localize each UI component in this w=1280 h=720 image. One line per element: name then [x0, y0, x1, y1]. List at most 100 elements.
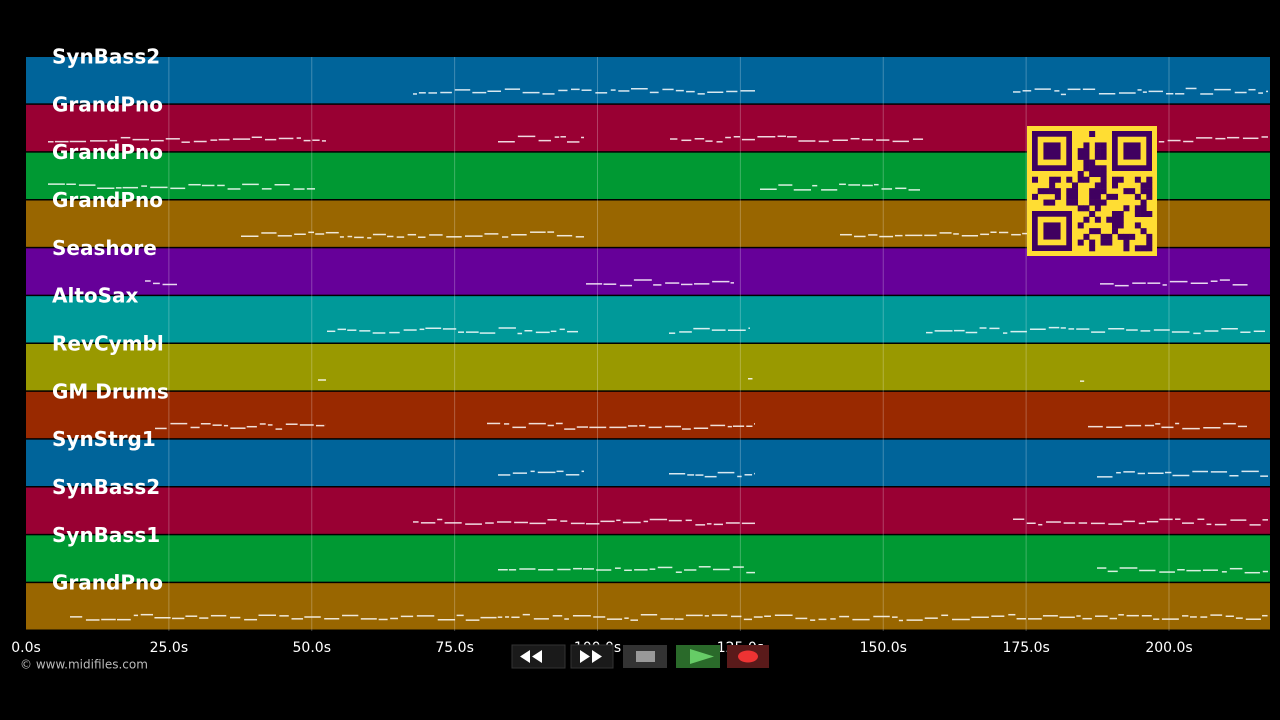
qr-module — [1077, 176, 1084, 183]
qr-module — [1089, 211, 1096, 218]
record-button[interactable] — [727, 645, 769, 668]
qr-module — [1049, 176, 1056, 183]
qr-module — [1100, 188, 1107, 195]
qr-module — [1100, 171, 1107, 178]
track-name: GM Drums — [52, 379, 169, 403]
qr-module — [1100, 233, 1107, 240]
qr-module — [1054, 188, 1061, 195]
qr-module — [1049, 182, 1056, 189]
track-name: SynBass2 — [52, 45, 160, 69]
qr-module — [1123, 245, 1130, 252]
time-tick-label: 75.0s — [435, 640, 473, 656]
qr-module — [1106, 193, 1113, 200]
qr-module — [1112, 211, 1119, 218]
qr-module — [1043, 188, 1050, 195]
forward-button[interactable] — [570, 644, 614, 669]
track-name: GrandPno — [52, 571, 163, 595]
grid — [168, 57, 1170, 631]
qr-module — [1083, 165, 1090, 172]
time-tick-label: 150.0s — [860, 640, 907, 656]
qr-module — [1106, 233, 1113, 240]
time-tick-label: 50.0s — [293, 640, 331, 656]
qr-module — [1049, 188, 1056, 195]
qr-module — [1112, 193, 1119, 200]
qr-module — [1054, 176, 1061, 183]
qr-module — [1112, 176, 1119, 183]
time-tick-label: 200.0s — [1145, 640, 1192, 656]
qr-module — [1072, 199, 1079, 206]
rewind-button[interactable] — [511, 644, 566, 669]
play-button[interactable] — [676, 645, 720, 668]
qr-module — [1094, 171, 1101, 178]
qr-module — [1134, 193, 1141, 200]
track-band — [26, 296, 1270, 343]
track-name: SynBass1 — [52, 523, 160, 547]
qr-module — [1089, 193, 1096, 200]
qr-module — [1146, 193, 1153, 200]
qr-module — [1066, 193, 1073, 200]
track-band — [26, 439, 1270, 486]
qr-module — [1100, 148, 1107, 155]
qr-module — [1089, 199, 1096, 206]
track-band — [26, 535, 1270, 582]
qr-module — [1083, 142, 1090, 149]
qr-module — [1123, 239, 1130, 246]
qr-module — [1100, 199, 1107, 206]
track-band — [26, 344, 1270, 391]
qr-module — [1112, 228, 1119, 235]
track-name: GrandPno — [52, 92, 163, 116]
qr-module — [1072, 188, 1079, 195]
qr-module — [1100, 176, 1107, 183]
qr-module — [1049, 199, 1056, 206]
qr-module — [1089, 245, 1096, 252]
qr-module — [1077, 148, 1084, 155]
qr-module — [1123, 233, 1130, 240]
track-name: RevCymbl — [52, 332, 164, 356]
qr-module — [1077, 153, 1084, 160]
qr-module — [1140, 188, 1147, 195]
qr-module — [1134, 222, 1141, 229]
qr-module — [1106, 239, 1113, 246]
qr-finder — [1123, 142, 1141, 160]
track-name: GrandPno — [52, 188, 163, 212]
qr-module — [1083, 205, 1090, 212]
track-band — [26, 248, 1270, 295]
qr-module — [1054, 193, 1061, 200]
qr-module — [1134, 245, 1141, 252]
qr-module — [1066, 188, 1073, 195]
track-name: SynStrg1 — [52, 427, 156, 451]
track-name: SynBass2 — [52, 475, 160, 499]
time-tick-label: 25.0s — [150, 640, 188, 656]
copyright: © www.midifiles.com — [20, 658, 148, 672]
qr-code — [1027, 126, 1157, 256]
qr-module — [1140, 199, 1147, 206]
qr-module — [1140, 211, 1147, 218]
qr-module — [1117, 233, 1124, 240]
qr-module — [1117, 222, 1124, 229]
qr-module — [1112, 222, 1119, 229]
qr-finder — [1043, 222, 1061, 240]
controls — [511, 644, 769, 669]
qr-module — [1094, 142, 1101, 149]
qr-module — [1077, 239, 1084, 246]
qr-module — [1100, 153, 1107, 160]
qr-module — [1146, 239, 1153, 246]
time-tick-label: 175.0s — [1002, 640, 1049, 656]
qr-module — [1072, 182, 1079, 189]
notes — [48, 87, 1268, 622]
qr-module — [1094, 165, 1101, 172]
qr-module — [1140, 205, 1147, 212]
qr-module — [1089, 171, 1096, 178]
track-name: Seashore — [52, 236, 157, 260]
qr-module — [1112, 216, 1119, 223]
qr-module — [1146, 188, 1153, 195]
qr-module — [1077, 222, 1084, 229]
track-band — [26, 391, 1270, 439]
qr-module — [1117, 216, 1124, 223]
qr-module — [1140, 228, 1147, 235]
qr-module — [1094, 205, 1101, 212]
stop-button[interactable] — [623, 645, 667, 668]
qr-module — [1094, 216, 1101, 223]
qr-module — [1112, 182, 1119, 189]
